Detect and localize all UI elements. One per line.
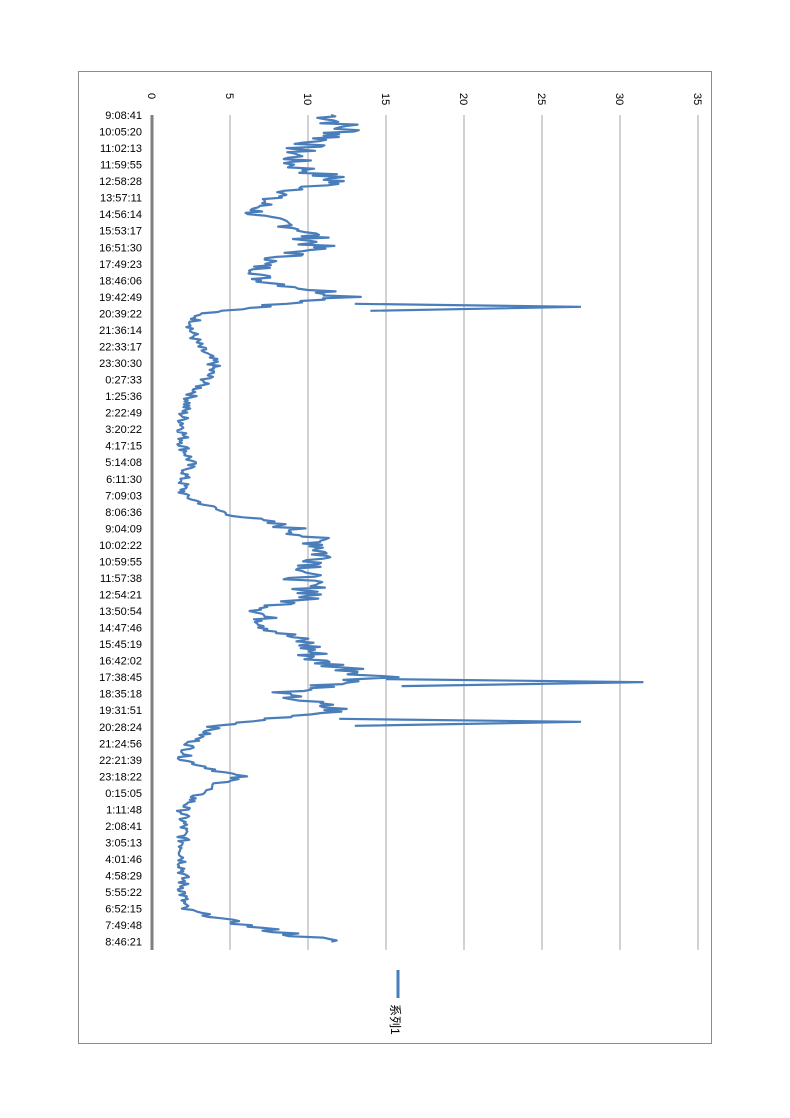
value-tick-label: 25 [535, 93, 547, 105]
category-tick-label: 18:35:18 [99, 689, 142, 701]
category-tick-label: 1:11:48 [106, 804, 142, 816]
category-tick-label: 18:46:06 [99, 275, 142, 287]
category-tick-label: 8:06:36 [105, 507, 142, 519]
category-tick-label: 0:27:33 [105, 375, 142, 387]
category-tick-label: 11:02:13 [100, 143, 142, 155]
category-tick-label: 17:49:23 [99, 259, 142, 271]
series-group [175, 113, 644, 943]
value-tick-label: 15 [379, 93, 391, 105]
category-tick-label: 16:42:02 [99, 656, 142, 668]
grid-lines [150, 115, 699, 950]
category-tick-label: 21:24:56 [99, 738, 142, 750]
legend: 系列1 [388, 970, 402, 1035]
category-tick-label: 6:11:30 [106, 474, 142, 486]
category-tick-label: 12:54:21 [99, 590, 142, 602]
category-tick-label: 2:22:49 [105, 408, 142, 420]
category-tick-label: 15:45:19 [99, 639, 142, 651]
category-tick-label: 20:39:22 [99, 308, 142, 320]
category-tick-label: 4:01:46 [105, 854, 142, 866]
series-line-1 [175, 113, 400, 943]
value-tick-label: 10 [301, 93, 313, 105]
value-tick-label: 20 [457, 93, 469, 105]
series-peak [385, 678, 644, 688]
category-tick-label: 6:52:15 [105, 904, 142, 916]
category-tick-label: 11:57:38 [100, 573, 142, 585]
category-tick-label: 19:42:49 [99, 292, 142, 304]
category-tick-label: 22:21:39 [99, 755, 142, 767]
category-tick-label: 0:15:05 [105, 788, 142, 800]
category-tick-label: 22:33:17 [99, 341, 142, 353]
category-tick-label: 1:25:36 [105, 391, 142, 403]
category-tick-label: 14:56:14 [99, 209, 142, 221]
category-tick-label: 13:50:54 [99, 606, 142, 618]
category-tick-label: 13:57:11 [100, 193, 142, 205]
category-tick-label: 5:14:08 [105, 457, 142, 469]
category-tick-label: 10:59:55 [99, 556, 142, 568]
category-tick-label: 21:36:14 [99, 325, 142, 337]
category-tick-label: 3:05:13 [105, 838, 142, 850]
category-tick-label: 5:55:22 [105, 887, 142, 899]
category-tick-label: 10:02:22 [99, 540, 142, 552]
value-axis-tick-labels: 0 5 10 15 20 25 30 35 [145, 93, 703, 105]
category-tick-label: 9:08:41 [105, 110, 142, 122]
category-tick-label: 7:09:03 [105, 490, 142, 502]
series-peak [354, 302, 582, 312]
category-tick-label: 12:58:28 [99, 176, 142, 188]
category-axis-tick-labels: 9:08:41 10:05:20 11:02:13 11:59:55 12:58:28 1… [99, 110, 142, 949]
category-tick-label: 11:59:55 [100, 160, 142, 172]
category-tick-label: 14:47:46 [99, 623, 142, 635]
category-tick-label: 2:08:41 [105, 821, 142, 833]
category-tick-label: 3:20:22 [105, 424, 142, 436]
value-tick-label: 35 [691, 93, 703, 105]
chart-frame: 0 5 10 15 20 25 30 35 9:08:41 10:05:20 11:02:13 11… [78, 71, 712, 1044]
category-tick-label: 15:53:17 [99, 226, 142, 238]
value-tick-label: 30 [613, 93, 625, 105]
category-tick-label: 4:58:29 [105, 871, 142, 883]
category-tick-label: 8:46:21 [105, 937, 142, 949]
category-tick-label: 17:38:45 [99, 672, 142, 684]
category-tick-label: 7:49:48 [105, 920, 142, 932]
legend-label-series-1: 系列1 [388, 1004, 402, 1035]
category-tick-label: 16:51:30 [99, 242, 142, 254]
chart-svg: 0 5 10 15 20 25 30 35 9:08:41 10:05:20 11:02:13 11… [99, 93, 703, 1035]
category-tick-label: 20:28:24 [99, 722, 142, 734]
series-peak [339, 717, 582, 727]
category-tick-label: 23:18:22 [99, 771, 142, 783]
category-tick-label: 19:31:51 [99, 705, 142, 717]
value-tick-label: 5 [223, 93, 235, 99]
category-tick-label: 9:04:09 [105, 523, 142, 535]
category-tick-label: 23:30:30 [99, 358, 142, 370]
value-tick-label: 0 [145, 93, 157, 99]
category-tick-label: 10:05:20 [99, 127, 142, 139]
category-tick-label: 4:17:15 [105, 441, 142, 453]
